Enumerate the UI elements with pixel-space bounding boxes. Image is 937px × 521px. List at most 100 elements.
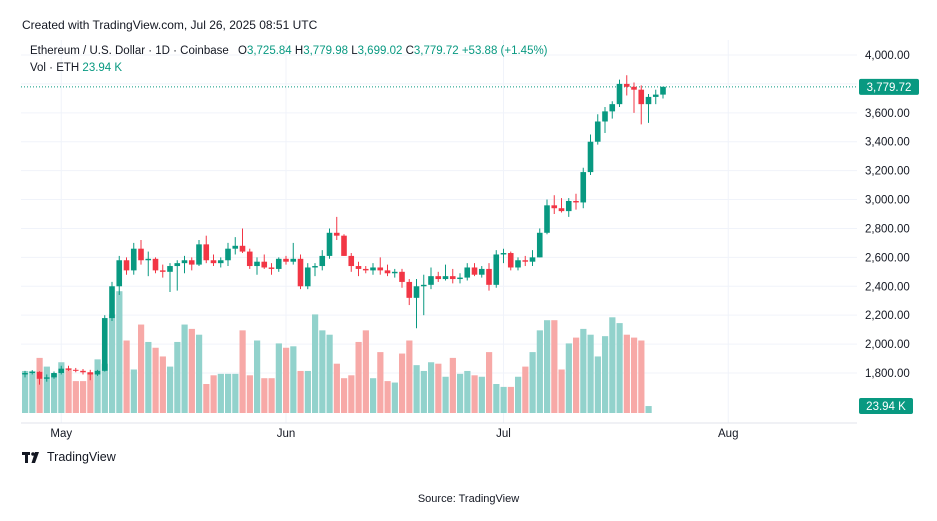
candle-body [94,370,101,375]
candle-body [573,200,579,203]
volume-bar [529,352,536,413]
volume-bar [616,323,623,413]
volume-bar [174,341,181,413]
open-value: 3,725.84 [246,45,292,57]
tradingview-logo-icon [22,451,39,463]
tradingview-logo-text: TradingView [47,450,116,464]
candlesticks [22,75,666,385]
candle-body [478,268,485,275]
candle-body [435,276,442,280]
volume-bar [341,378,348,413]
candle-body [283,258,289,262]
candle-body [101,318,108,371]
volume-bar [275,343,282,413]
volume-bar [391,382,398,413]
created-with-caption: Created with TradingView.com, Jul 26, 20… [22,18,318,32]
y-tick-label: 3,200.00 [865,166,910,178]
candle-body [232,245,239,249]
candle-body [609,104,616,112]
candle-body [413,286,420,298]
volume-bar [159,356,166,413]
candle-body [116,260,123,287]
candle-body [580,172,587,203]
volume-bar [239,330,246,413]
candle-body [493,254,500,285]
candle-body [297,258,304,287]
volume-bar [457,373,464,413]
candle-body [290,258,297,262]
volume-bar [261,378,268,413]
candle-body [275,258,282,269]
volume-bar [116,291,123,413]
candle-body [406,281,413,298]
volume-bar [65,368,72,413]
candle-body [449,276,456,280]
symbol-title[interactable]: Ethereum / U.S. Dollar · 1D · Coinbase [30,45,229,57]
candle-body [565,200,572,212]
y-tick-label: 2,400.00 [865,281,910,293]
candle-body [522,260,529,262]
volume-bar [362,330,369,413]
volume-bar [29,370,36,413]
candle-body [261,261,268,268]
volume-bar [420,370,427,413]
volume-bar [297,370,304,413]
volume-bar [72,381,79,413]
open-label: O [237,45,247,57]
last-price-badge-label: 3,779.72 [867,82,912,94]
volume-bars [22,291,652,413]
tradingview-logo[interactable]: TradingView [22,450,116,464]
volume-bar [268,378,275,413]
volume-bar [522,366,529,413]
candle-body [22,373,28,375]
volume-bar [152,347,159,413]
volume-bar [587,334,594,413]
candle-body [355,266,362,269]
candle-body [159,270,166,272]
y-tick-label: 2,800.00 [865,223,910,235]
candle-body [645,96,652,105]
candle-body [109,286,115,319]
volume-bar [551,320,558,413]
candle-body [80,370,86,373]
volume-bar [123,340,130,413]
candle-body [225,248,231,261]
last-volume-badge-label: 23.94 K [866,401,906,413]
volume-bar [87,372,94,413]
candle-body [254,261,260,267]
candle-body [391,271,398,274]
volume-bar [435,363,442,413]
candle-body [558,208,565,212]
volume-bar [333,363,340,413]
axis-badges: 3,779.72 23.94 K [859,78,919,414]
candle-body [312,266,318,268]
volume-bar [58,362,65,413]
volume-bar [370,378,377,413]
volume-bar [326,334,333,413]
candle-body [348,255,355,267]
volume-bar [348,375,355,413]
candle-body [587,141,594,173]
candle-body [616,83,623,105]
volume-bar [80,381,87,413]
candle-body [210,260,217,264]
volume-bar [304,370,311,413]
volume-bar [486,352,493,413]
volume-bar [355,341,362,413]
volume-label[interactable]: Vol · ETH [30,62,80,74]
candle-body [457,277,463,280]
volume-bar [536,330,543,413]
low-value: 3,699.02 [357,45,403,57]
volume-bar [145,341,152,413]
y-axis[interactable]: 1,800.00 2,000.00 2,200.00 2,400.00 2,600.00… [865,50,910,380]
candle-body [319,255,326,267]
high-value: 3,779.98 [303,45,348,57]
candle-body [130,248,137,271]
volume-bar [210,375,217,413]
candle-body [551,205,558,209]
candle-body [36,371,43,379]
candle-body [181,260,188,264]
volume-bar [638,340,645,413]
volume-bar [167,366,174,413]
price-chart[interactable]: May Jun Jul Aug 1,800.00 2,000.00 2,200.00 2,4… [21,40,921,440]
